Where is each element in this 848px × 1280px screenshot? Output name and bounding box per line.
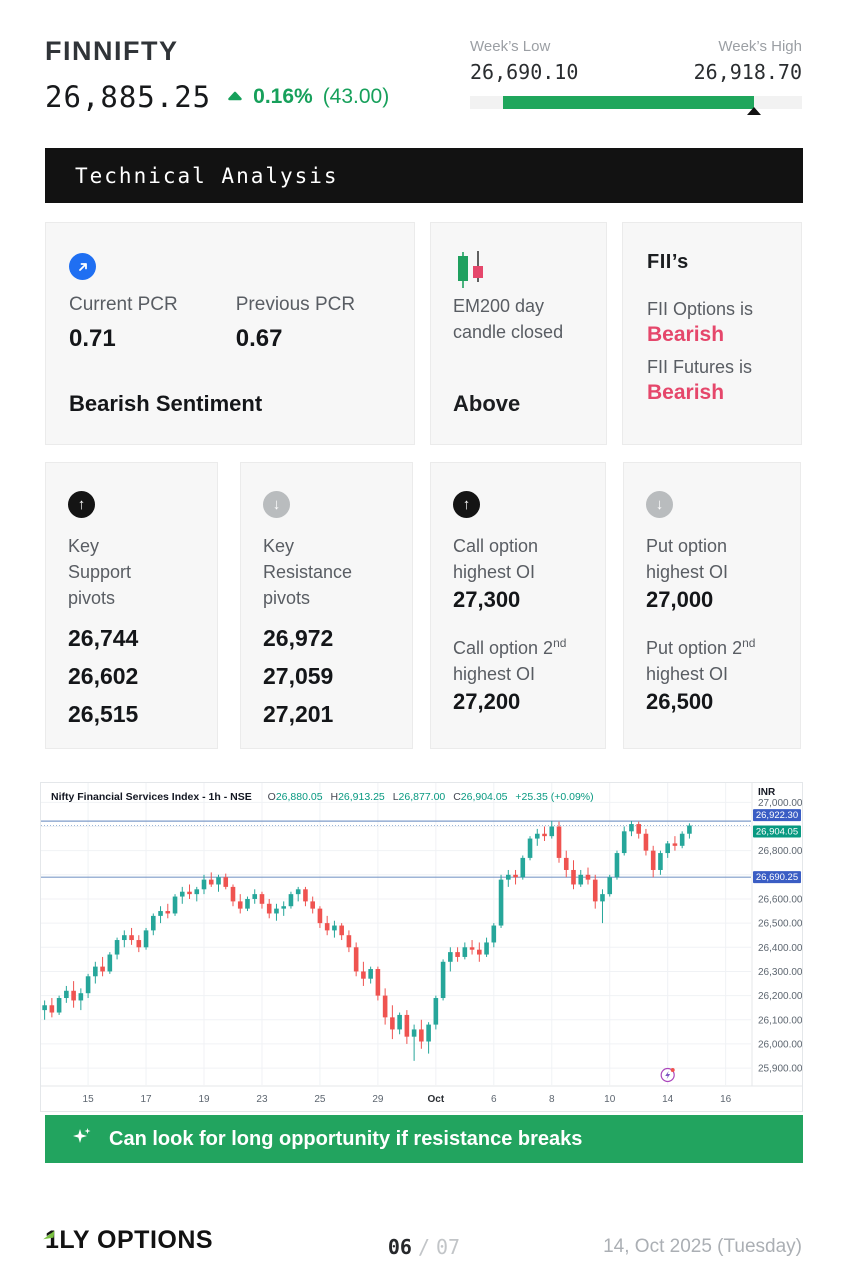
- key-resistance-card: ↓ Key Resistance pivots 26,972 27,059 27…: [240, 462, 413, 749]
- svg-text:26,500.00: 26,500.00: [758, 919, 802, 930]
- svg-text:26,800.00: 26,800.00: [758, 846, 802, 857]
- svg-text:14: 14: [662, 1094, 674, 1105]
- svg-text:10: 10: [604, 1094, 616, 1105]
- call-second-oi-value: 27,200: [453, 689, 521, 715]
- svg-text:25,900.00: 25,900.00: [758, 1064, 802, 1075]
- key-resistance-label: Key Resistance pivots: [263, 536, 353, 609]
- svg-text:26,922.30: 26,922.30: [756, 810, 798, 821]
- arrow-up-icon: ↑: [68, 491, 95, 518]
- svg-text:19: 19: [198, 1094, 210, 1105]
- week-range-fill: [503, 96, 754, 109]
- section-banner: Technical Analysis: [45, 148, 803, 203]
- key-support-label: Key Support pivots: [68, 536, 132, 609]
- key-support-values: 26,744 26,602 26,515: [68, 625, 139, 727]
- up-arrow-icon: [227, 88, 243, 106]
- brand-logo: 1LY OPTIONS: [43, 1226, 213, 1255]
- chart-canvas: INR 25,900.00 26,000.00 26,100.00 26,200.00 2…: [41, 783, 803, 1105]
- em200-description: EM200 day candle closed: [453, 293, 563, 345]
- svg-text:INR: INR: [758, 787, 776, 798]
- fii-title: FII’s: [647, 251, 689, 273]
- arrow-down-icon: ↓: [263, 491, 290, 518]
- svg-text:26,400.00: 26,400.00: [758, 943, 802, 954]
- current-pcr-block: Current PCR 0.71: [69, 291, 178, 353]
- svg-text:8: 8: [549, 1094, 555, 1105]
- em200-line1: EM200 day: [453, 296, 545, 316]
- svg-text:26,690.25: 26,690.25: [756, 872, 798, 883]
- page-number: 06/07: [387, 1235, 461, 1259]
- call-second-oi: Call option 2nd highest OI 27,200: [453, 636, 567, 715]
- svg-text:27,000.00: 27,000.00: [758, 798, 802, 809]
- section-title: Technical Analysis: [75, 163, 339, 188]
- key-support-card: ↑ Key Support pivots 26,744 26,602 26,51…: [45, 462, 218, 749]
- recommendation-banner: Can look for long opportunity if resista…: [45, 1115, 803, 1163]
- call-oi-card: ↑ Call option highest OI 27,300 Call opt…: [430, 462, 606, 749]
- sparkle-icon: [71, 1125, 95, 1154]
- arrow-down-icon: ↓: [646, 491, 673, 518]
- last-price: 26,885.25: [45, 80, 212, 114]
- candles-icon: [453, 249, 489, 296]
- put-highest-oi: Put option highest OI 27,000: [646, 536, 729, 613]
- call-highest-oi: Call option highest OI 27,300: [453, 536, 539, 613]
- chart-title: Nifty Financial Services Index - 1h - NS…: [51, 791, 252, 803]
- svg-text:26,000.00: 26,000.00: [758, 1039, 802, 1050]
- svg-text:6: 6: [491, 1094, 497, 1105]
- current-pcr-value: 0.71: [69, 324, 116, 352]
- put-highest-oi-value: 27,000: [646, 587, 714, 613]
- weeks-high-value: 26,918.70: [693, 60, 802, 84]
- key-resistance-values: 26,972 27,059 27,201: [263, 625, 334, 727]
- fii-card: FII’s FII Options is Bearish FII Futures…: [622, 222, 802, 445]
- svg-text:Oct: Oct: [428, 1094, 445, 1105]
- svg-text:26,904.05: 26,904.05: [756, 827, 798, 838]
- svg-text:26,100.00: 26,100.00: [758, 1015, 802, 1026]
- put-second-oi: Put option 2nd highest OI 26,500: [646, 636, 756, 715]
- fii-futures-label: FII Futures is: [647, 357, 753, 377]
- svg-text:26,200.00: 26,200.00: [758, 991, 802, 1002]
- svg-text:26,600.00: 26,600.00: [758, 894, 802, 905]
- em200-line2: candle closed: [453, 322, 564, 343]
- change-absolute: (43.00): [322, 85, 390, 108]
- svg-text:15: 15: [83, 1094, 95, 1105]
- em200-card: EM200 day candle closed Above: [430, 222, 607, 445]
- fii-options-label: FII Options is: [647, 299, 754, 319]
- previous-pcr-value: 0.67: [235, 324, 283, 352]
- candlestick-chart: Nifty Financial Services Index - 1h - NS…: [40, 782, 803, 1112]
- svg-text:29: 29: [372, 1094, 384, 1105]
- week-range-bar: [470, 96, 802, 115]
- chart-legend: Nifty Financial Services Index - 1h - NS…: [51, 791, 594, 803]
- svg-text:16: 16: [720, 1094, 732, 1105]
- fii-options-value: Bearish: [647, 323, 725, 346]
- pcr-sentiment: Bearish Sentiment: [69, 391, 263, 416]
- change-percent: 0.16%: [253, 85, 313, 108]
- arrow-up-icon: ↑: [453, 491, 480, 518]
- pcr-card: Current PCR 0.71 Previous PCR 0.67 Beari…: [45, 222, 415, 445]
- weeks-high-label: Week’s High: [718, 38, 802, 55]
- instrument-symbol: FINNIFTY: [45, 36, 179, 66]
- svg-text:23: 23: [256, 1094, 268, 1105]
- previous-pcr-block: Previous PCR 0.67: [236, 291, 355, 353]
- em200-result: Above: [453, 391, 521, 416]
- recommendation-text: Can look for long opportunity if resista…: [109, 1127, 583, 1150]
- svg-text:26,300.00: 26,300.00: [758, 967, 802, 978]
- fii-futures-value: Bearish: [647, 381, 725, 404]
- current-pcr-label: Current PCR: [69, 294, 178, 315]
- call-highest-oi-value: 27,300: [453, 587, 521, 613]
- weeks-low-value: 26,690.10: [470, 60, 579, 84]
- svg-text:25: 25: [314, 1094, 326, 1105]
- report-date: 14, Oct 2025 (Tuesday): [603, 1236, 802, 1257]
- current-price-marker-icon: [746, 107, 761, 115]
- arrow-up-right-icon: [69, 253, 96, 280]
- put-oi-card: ↓ Put option highest OI 27,000 Put optio…: [623, 462, 801, 749]
- logo-arrow-icon: [42, 1220, 57, 1249]
- previous-pcr-label: Previous PCR: [235, 294, 356, 315]
- price-row: 26,885.25 0.16% (43.00): [45, 80, 389, 114]
- svg-text:17: 17: [140, 1094, 152, 1105]
- put-second-oi-value: 26,500: [646, 689, 714, 715]
- weeks-low-label: Week’s Low: [470, 38, 551, 55]
